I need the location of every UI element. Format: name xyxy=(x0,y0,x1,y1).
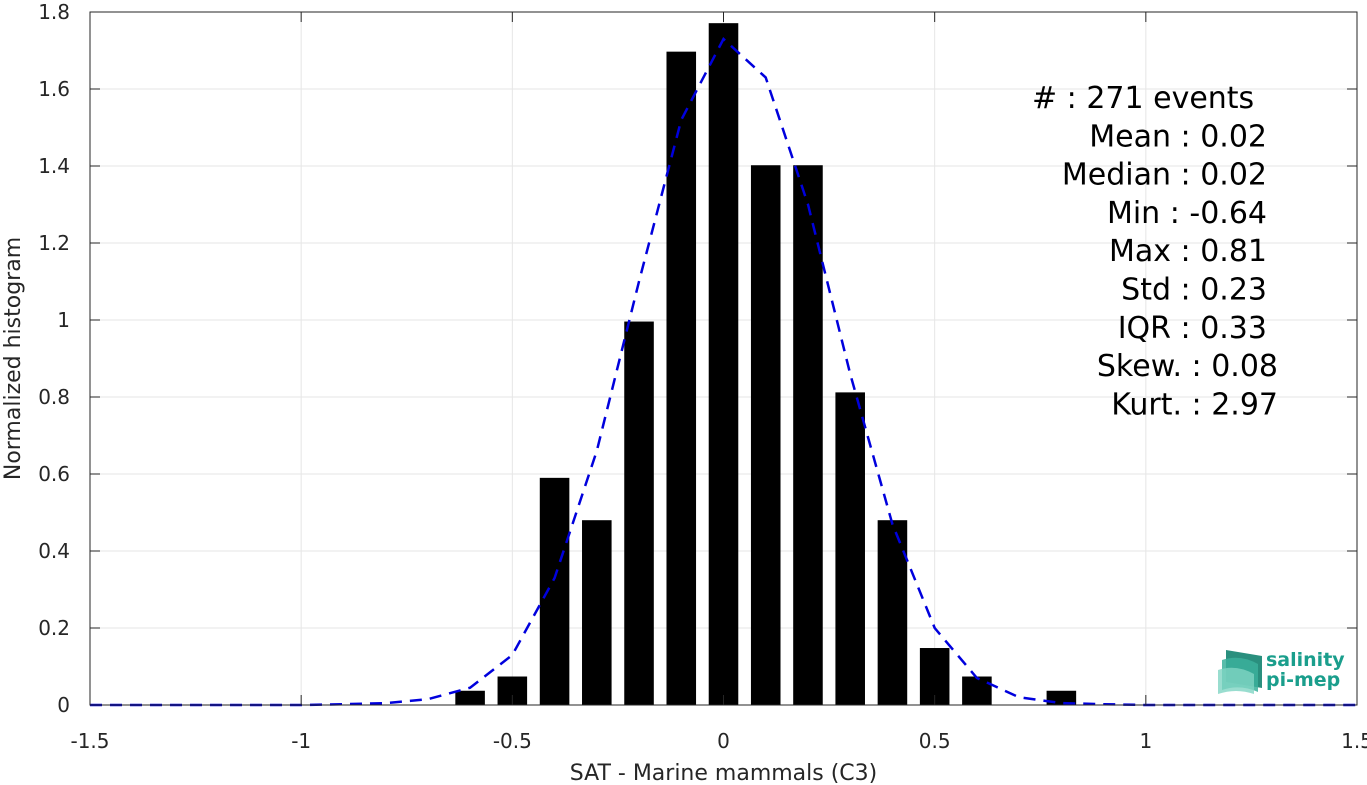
y-tick-label: 0.2 xyxy=(38,616,70,640)
bar-10 xyxy=(877,520,908,705)
stat-line: Mean : 0.02 xyxy=(1089,119,1267,154)
logo-text-salinity: salinity xyxy=(1266,649,1345,671)
bar-3 xyxy=(582,520,612,705)
bar-4 xyxy=(624,321,654,705)
stat-line: Median : 0.02 xyxy=(1062,158,1267,193)
bar-9 xyxy=(835,392,865,705)
x-tick-label: 1.5 xyxy=(1341,729,1367,753)
x-tick-label: -1 xyxy=(291,729,311,753)
y-tick-label: 1.6 xyxy=(38,77,70,101)
x-tick-label: -0.5 xyxy=(493,729,532,753)
wave-logo-icon xyxy=(1218,650,1262,694)
stat-line: Skew. : 0.08 xyxy=(1097,349,1278,384)
axis-ticks xyxy=(89,11,1358,706)
salinity-pimep-logo: salinity pi-mep xyxy=(1218,649,1345,694)
logo-text-pimep: pi-mep xyxy=(1266,669,1340,691)
stat-line: # : 271 events xyxy=(1032,81,1254,116)
x-tick-label: 0 xyxy=(717,729,730,753)
bar-series xyxy=(455,23,1077,706)
bar-6 xyxy=(708,23,739,706)
x-tick-label: 0.5 xyxy=(919,729,951,753)
y-tick-label: 1.2 xyxy=(38,231,70,255)
x-axis-label: SAT - Marine mammals (C3) xyxy=(570,761,878,785)
bar-2 xyxy=(539,477,570,705)
y-tick-label: 0 xyxy=(57,693,70,717)
y-tick-label: 1 xyxy=(57,308,70,332)
y-tick-labels: 0 0.2 0.4 0.6 0.8 1 1.2 1.4 1.6 1.8 xyxy=(38,0,70,717)
y-tick-label: 0.8 xyxy=(38,385,70,409)
stat-line: Max : 0.81 xyxy=(1109,234,1267,269)
stat-line: IQR : 0.33 xyxy=(1118,311,1267,346)
bar-8 xyxy=(793,165,823,706)
bar-0 xyxy=(455,690,485,705)
x-tick-label: 1 xyxy=(1139,729,1152,753)
bar-5 xyxy=(666,51,697,705)
x-tick-label: -1.5 xyxy=(70,729,109,753)
y-tick-label: 1.8 xyxy=(38,0,70,24)
bar-7 xyxy=(750,165,781,706)
stat-line: Std : 0.23 xyxy=(1121,273,1267,308)
y-tick-label: 1.4 xyxy=(38,154,70,178)
stat-line: Kurt. : 2.97 xyxy=(1111,387,1278,422)
y-axis-label: Normalized histogram xyxy=(1,237,26,480)
x-tick-labels: -1.5 -1 -0.5 0 0.5 1 1.5 xyxy=(70,729,1367,753)
stat-line: Min : -0.64 xyxy=(1107,196,1267,231)
y-tick-label: 0.6 xyxy=(38,462,70,486)
bar-12 xyxy=(962,676,992,705)
y-tick-label: 0.4 xyxy=(38,539,70,563)
